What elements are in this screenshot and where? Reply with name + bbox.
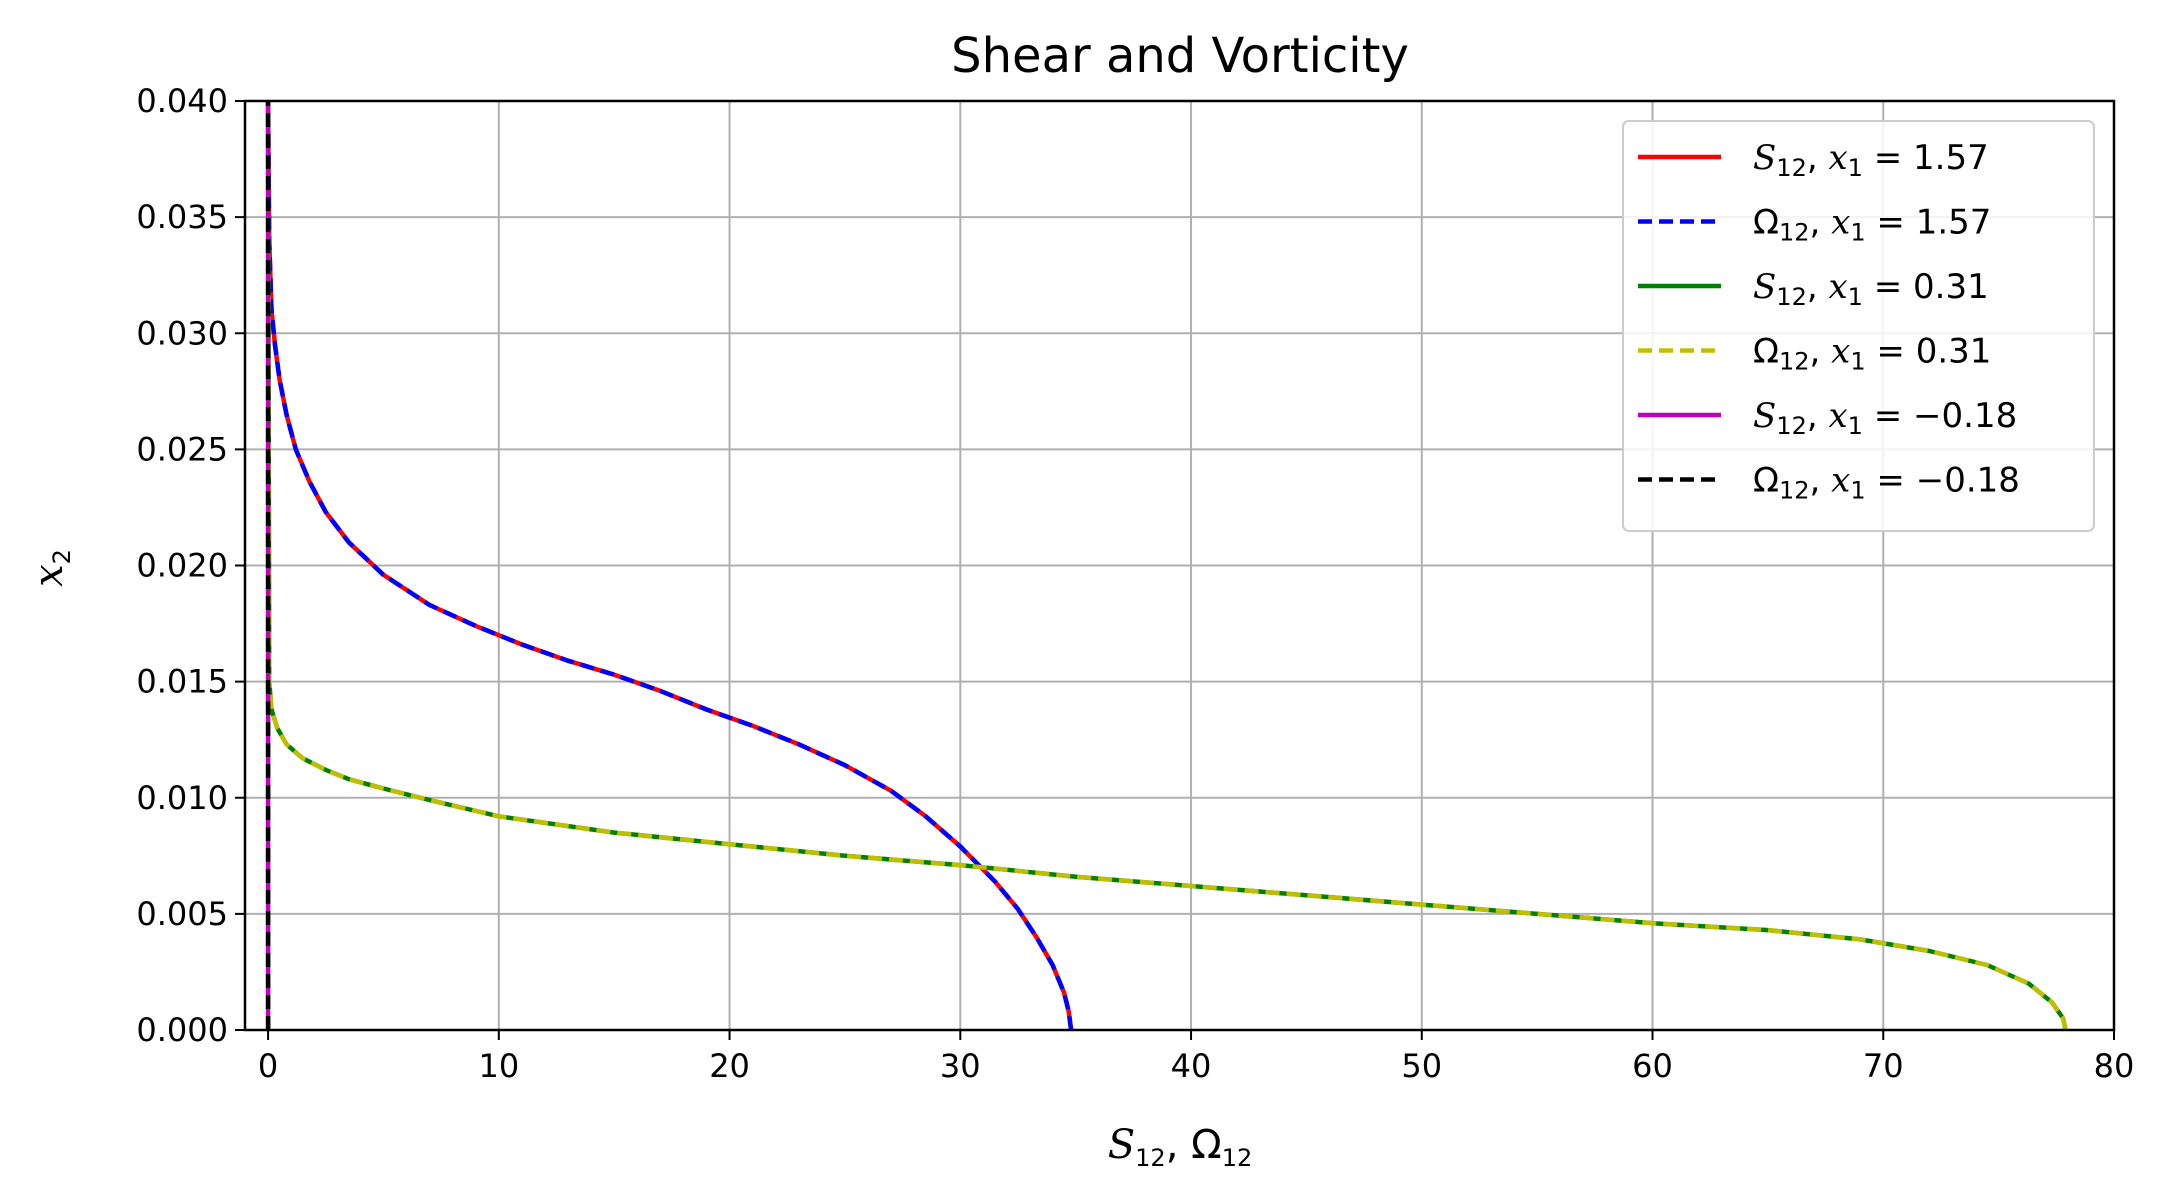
y-tick-label: 0.025	[136, 430, 228, 468]
y-tick-label: 0.015	[136, 663, 228, 701]
legend-label: S12, x1 = 1.57	[1753, 138, 1989, 182]
x-tick-label: 0	[258, 1047, 278, 1085]
y-tick-label: 0.010	[136, 779, 228, 817]
series-line-4	[265, 100, 2068, 1031]
y-tick-label: 0.005	[136, 895, 228, 933]
x-tick-label: 60	[1632, 1047, 1673, 1085]
axis-ticks: 0 10 20 30 40 50 60 70 80 0.000 0.005 0.010 0.015 0.0…	[136, 82, 2134, 1085]
x-tick-label: 10	[478, 1047, 519, 1085]
plot-series	[265, 100, 2068, 1031]
x-tick-label: 20	[709, 1047, 750, 1085]
legend-box	[1622, 120, 2095, 532]
y-tick-label: 0.020	[136, 547, 228, 585]
y-tick-label: 0.040	[136, 82, 228, 120]
x-axis-title: S12, Ω12	[1108, 1122, 1253, 1172]
x-tick-label: 40	[1171, 1047, 1212, 1085]
y-tick-label: 0.030	[136, 314, 228, 352]
x-tick-label: 70	[1863, 1047, 1904, 1085]
legend: S12, x1 = 1.57 Ω12, x1 = 1.57 S12, x1 = 0.…	[1622, 120, 2095, 532]
x-tick-label: 50	[1401, 1047, 1442, 1085]
y-tick-label: 0.000	[136, 1011, 228, 1049]
legend-label: Ω12, x1 = 0.31	[1753, 332, 1991, 376]
y-tick-label: 0.035	[136, 198, 228, 236]
x-tick-label: 80	[2094, 1047, 2135, 1085]
legend-label: Ω12, x1 = −0.18	[1753, 461, 2020, 505]
legend-label: S12, x1 = 0.31	[1753, 267, 1989, 311]
legend-label: S12, x1 = −0.18	[1753, 396, 2017, 440]
series-line-2	[265, 100, 1074, 1031]
y-axis-title: x2	[26, 549, 76, 587]
chart-title: Shear and Vorticity	[951, 28, 1409, 84]
x-tick-label: 30	[940, 1047, 981, 1085]
legend-label: Ω12, x1 = 1.57	[1753, 203, 1991, 247]
